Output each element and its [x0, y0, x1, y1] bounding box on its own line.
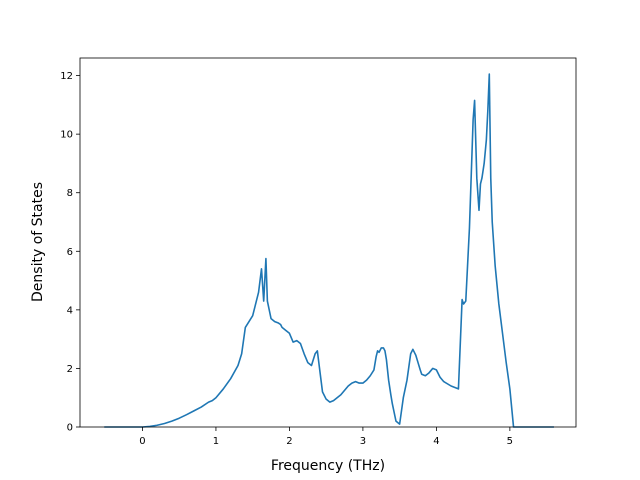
x-tick-label: 1	[213, 436, 219, 447]
y-tick-label: 8	[67, 188, 73, 199]
axes-frame	[79, 57, 577, 428]
x-tick-label: 2	[286, 436, 292, 447]
y-tick-label: 4	[67, 305, 73, 316]
dos-series-line	[104, 73, 554, 428]
x-tick-label: 5	[507, 436, 513, 447]
x-axis-label: Frequency (THz)	[271, 458, 385, 474]
x-tick-label: 4	[433, 436, 439, 447]
y-tick-label: 6	[67, 247, 73, 258]
y-axis-label: Density of States	[30, 182, 46, 302]
plot-area	[104, 73, 554, 428]
y-tick-label: 2	[67, 364, 73, 375]
y-tick-label: 10	[60, 130, 73, 141]
x-tick-label: 0	[139, 436, 145, 447]
y-tick-label: 0	[67, 423, 73, 434]
y-axis-ticks: 0 2 4 6 8 10 12	[60, 71, 80, 434]
x-tick-label: 3	[360, 436, 366, 447]
x-axis-ticks: 0 1 2 3 4 5	[139, 427, 513, 447]
y-tick-label: 12	[60, 71, 73, 82]
